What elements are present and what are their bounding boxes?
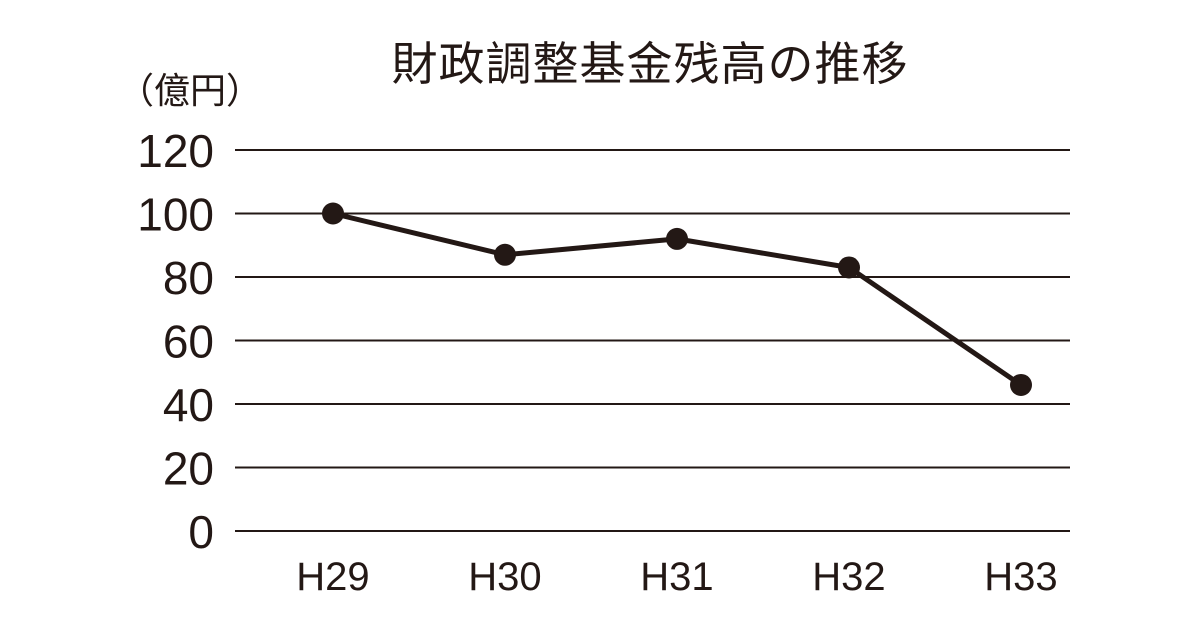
x-tick-label: H30: [468, 555, 541, 599]
x-tick-label: H33: [984, 555, 1057, 599]
y-tick-label: 100: [137, 189, 214, 241]
y-tick-label: 60: [163, 316, 214, 368]
y-tick-label: 20: [163, 443, 214, 495]
data-point-H32: [838, 256, 860, 278]
data-point-H31: [666, 228, 688, 250]
series-layer: [322, 203, 1032, 396]
data-point-H33: [1010, 374, 1032, 396]
x-tick-label: H31: [640, 555, 713, 599]
x-tick-label: H32: [812, 555, 885, 599]
y-tick-label: 40: [163, 379, 214, 431]
data-point-H29: [322, 203, 344, 225]
y-tick-label: 80: [163, 252, 214, 304]
x-tick-label: H29: [296, 555, 369, 599]
y-tick-label: 0: [188, 506, 214, 558]
y-tick-label: 120: [137, 125, 214, 177]
gridlines: [235, 150, 1070, 531]
x-tick-labels: H29 H30 H31 H32 H33: [296, 555, 1057, 599]
data-point-H30: [494, 244, 516, 266]
y-tick-labels: 0 20 40 60 80 100 120: [137, 125, 214, 558]
